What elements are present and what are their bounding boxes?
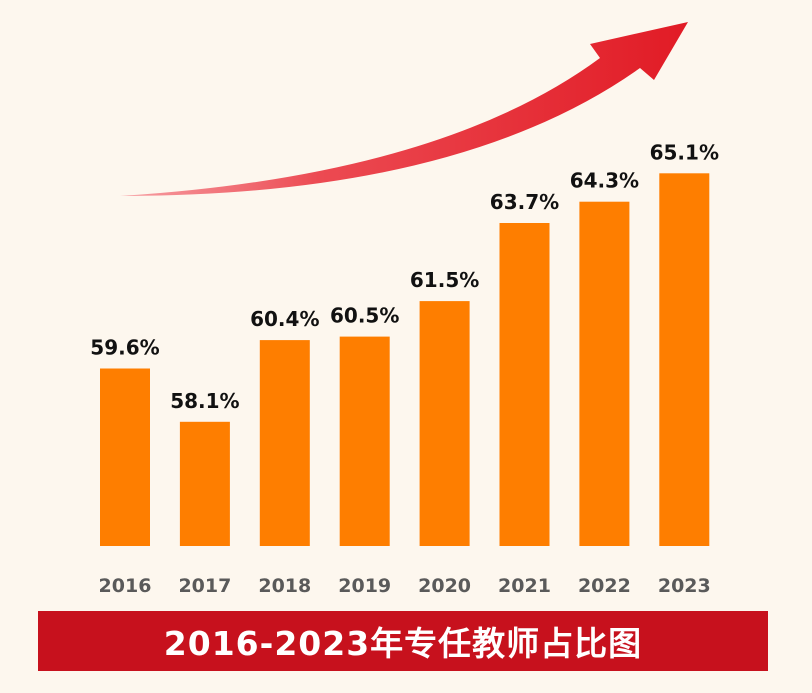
x-tick-2018: 2018	[258, 575, 311, 597]
bar-2017	[179, 421, 230, 546]
x-tick-2021: 2021	[498, 575, 551, 597]
data-label-2016: 59.6%	[90, 336, 159, 360]
x-tick-2019: 2019	[338, 575, 391, 597]
bar-2018	[259, 340, 310, 546]
bars	[100, 173, 710, 547]
data-label-2022: 64.3%	[570, 169, 639, 193]
bar-2021	[499, 223, 550, 546]
data-label-2017: 58.1%	[170, 389, 239, 413]
chart-title: 2016-2023年专任教师占比图	[163, 624, 643, 663]
x-axis-tick-labels: 2016 2017 2018 2019 2020 2021 2022 2023	[99, 575, 711, 597]
bar-2016	[100, 368, 150, 546]
data-label-2018: 60.4%	[250, 307, 319, 331]
x-tick-2023: 2023	[658, 575, 711, 597]
x-tick-2020: 2020	[418, 575, 471, 597]
x-tick-2022: 2022	[578, 575, 631, 597]
bar-2023	[659, 173, 710, 547]
x-tick-2017: 2017	[178, 575, 231, 597]
title-banner: 2016-2023年专任教师占比图	[38, 611, 768, 671]
data-label-2019: 60.5%	[330, 304, 399, 328]
x-tick-2016: 2016	[99, 575, 152, 597]
bar-2020	[419, 301, 470, 546]
data-label-2021: 63.7%	[490, 190, 559, 214]
trend-arrow-icon	[120, 22, 688, 196]
bar-2022	[579, 201, 630, 546]
data-label-2023: 65.1%	[650, 140, 719, 164]
data-labels: 59.6% 58.1% 60.4% 60.5% 61.5% 63.7% 64.3% 65.1%	[90, 140, 719, 413]
bar-2019	[339, 336, 390, 546]
data-label-2020: 61.5%	[410, 268, 479, 292]
